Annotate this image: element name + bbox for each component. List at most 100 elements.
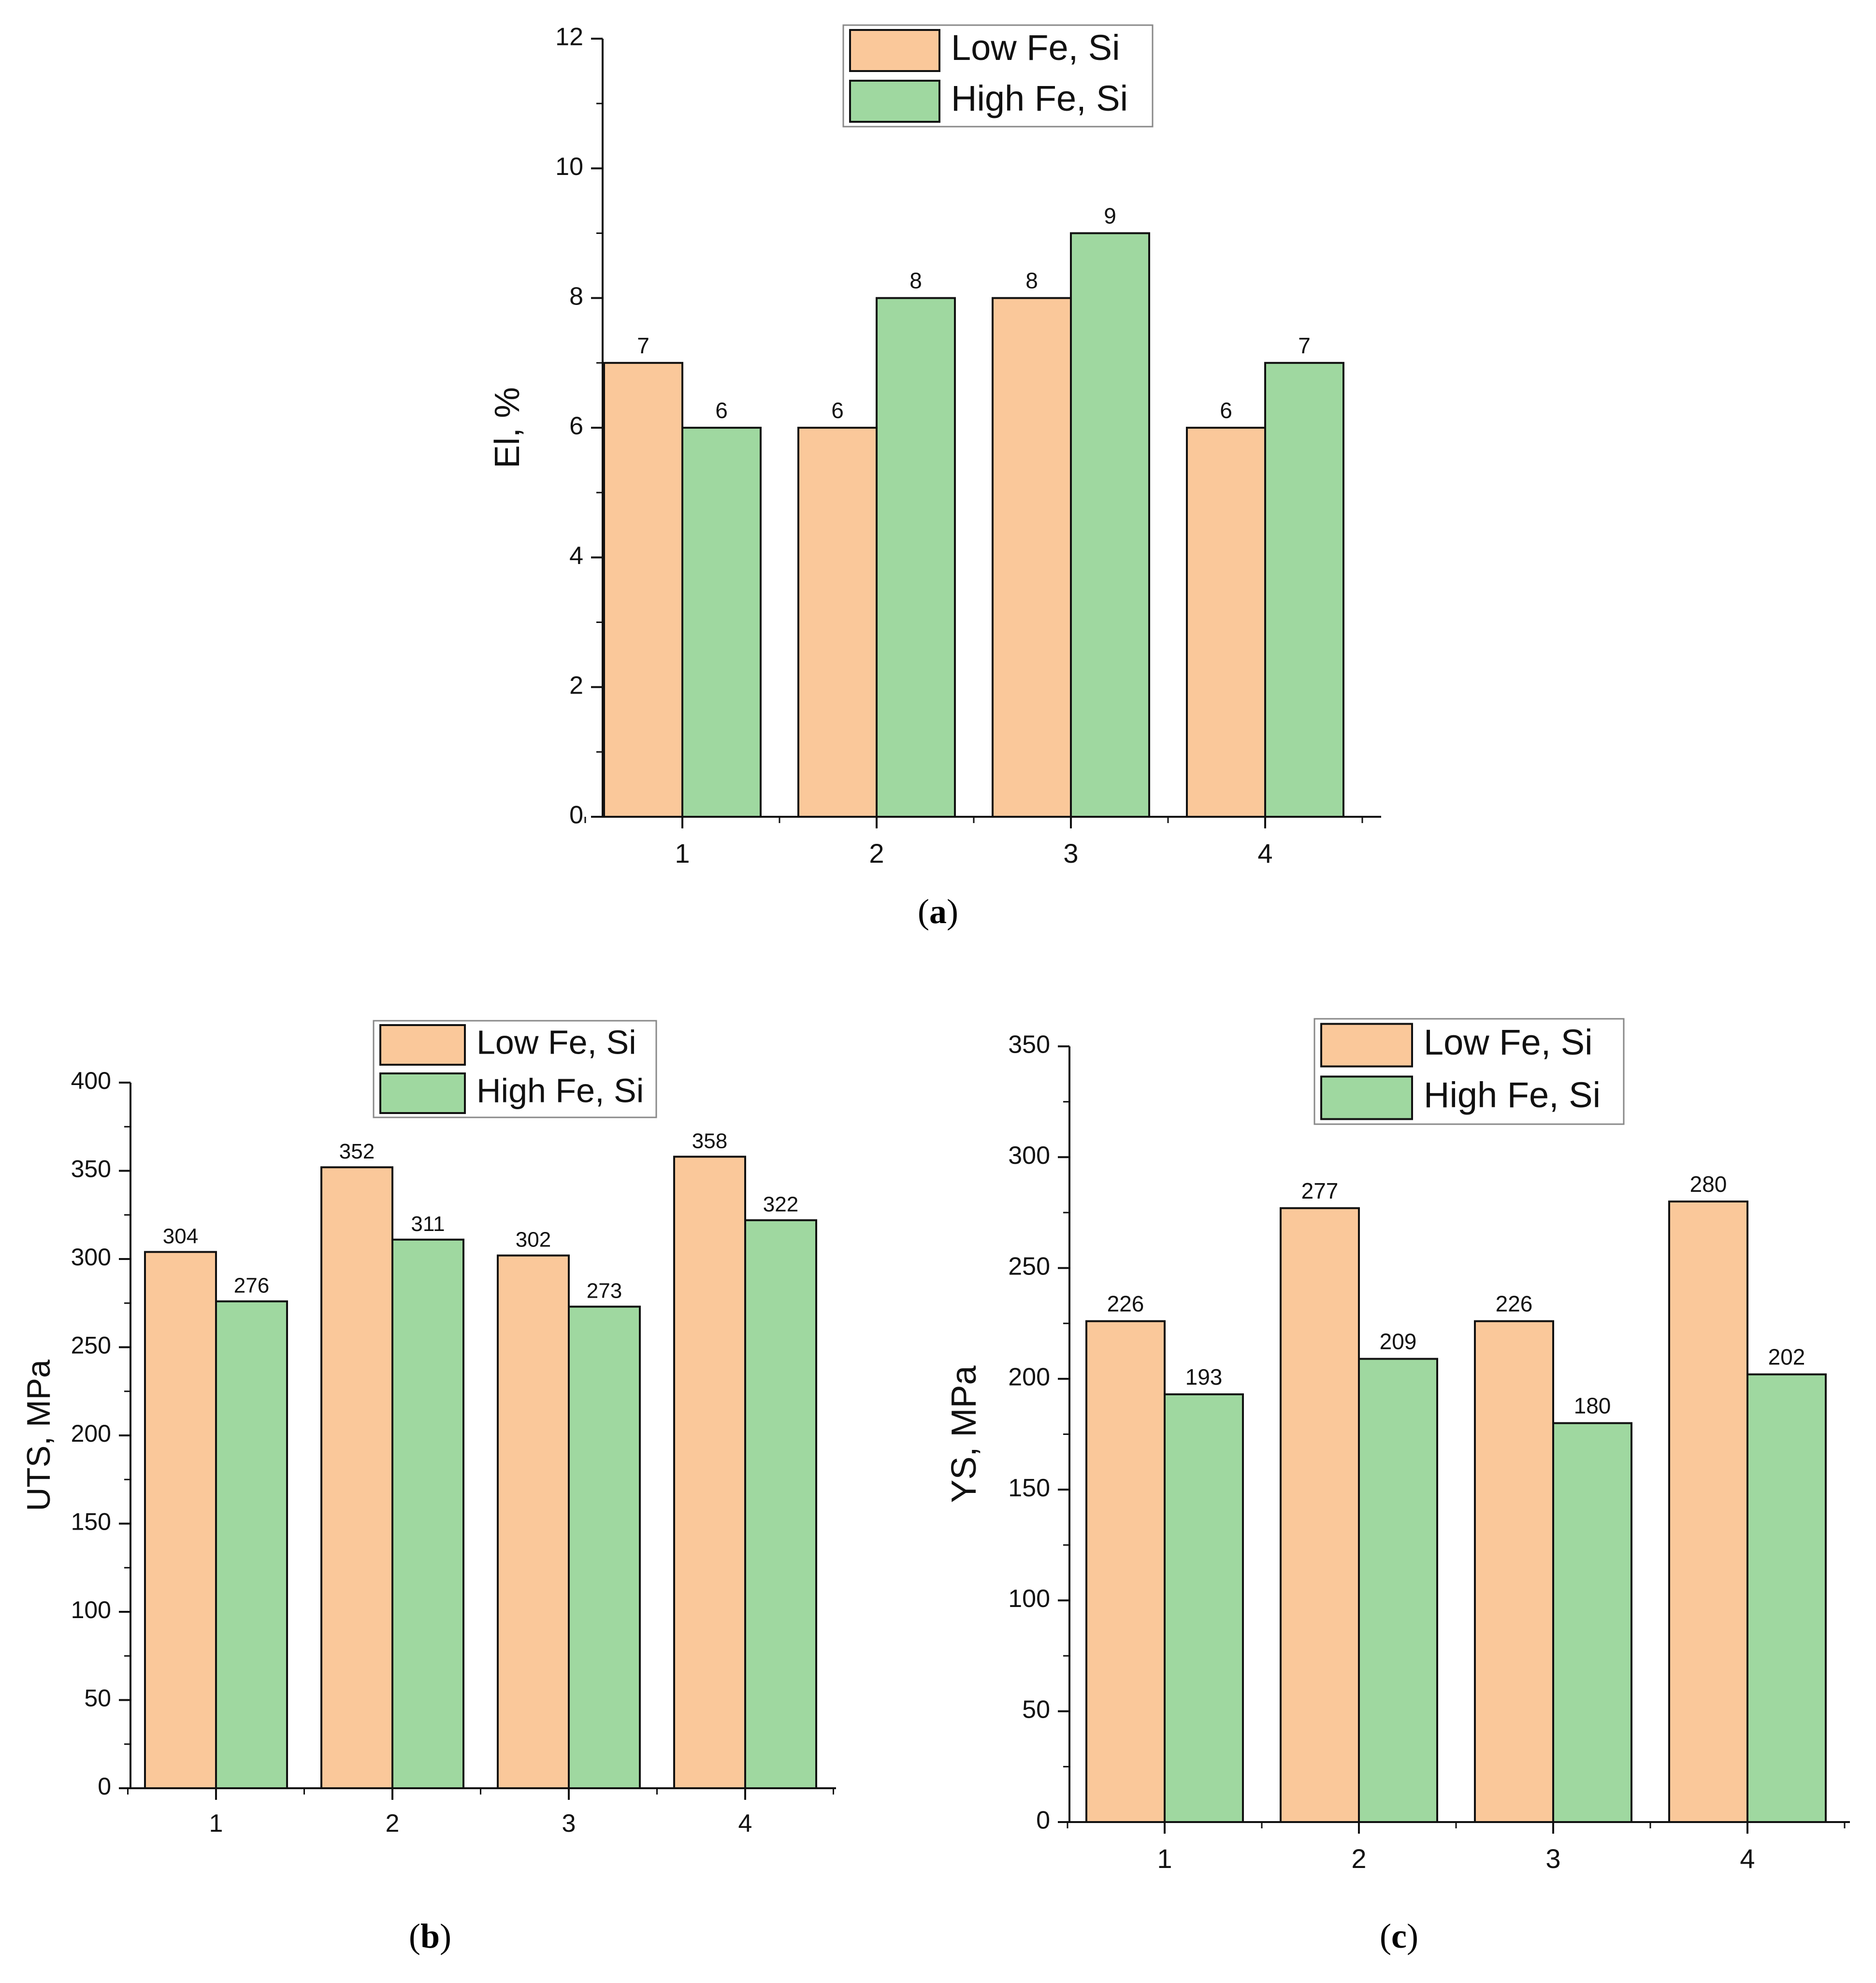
x-tick-label: 3: [562, 1809, 576, 1838]
bar-value-label: 226: [1107, 1291, 1144, 1317]
bar-low: [603, 362, 683, 818]
bar-low: [1280, 1207, 1360, 1823]
bar-value-label: 311: [411, 1212, 445, 1236]
legend-swatch-high: [849, 80, 940, 123]
chart-a: 0 2 4 6 8 10 12 El, % 7 6 1 6 8 2 8 9 3 6 7 4 Low Fe, Si High…: [488, 23, 1381, 868]
bar-high: [1264, 362, 1344, 818]
y-tick-label: 12: [555, 23, 583, 51]
x-tick-label: 2: [1351, 1843, 1366, 1874]
y-tick-label: 150: [1008, 1474, 1050, 1502]
bar-value-label: 273: [587, 1279, 622, 1303]
y-tick-label: 10: [555, 153, 583, 181]
y-tick-label: 300: [1008, 1142, 1050, 1170]
bar-value-label: 9: [1104, 203, 1116, 229]
bar-low: [1085, 1320, 1166, 1824]
bar-low: [144, 1251, 217, 1789]
caption-c-letter: c: [1391, 1917, 1407, 1955]
caption-a-letter: a: [929, 892, 947, 931]
chart-c: 0 50 100 150 200 250 300 350 YS, MPa 226 193 1 277 20…: [945, 1018, 1850, 1874]
bar-high: [215, 1300, 288, 1790]
legend-label-low: Low Fe, Si: [951, 28, 1120, 68]
bar-value-label: 226: [1496, 1291, 1533, 1317]
y-tick-label: 50: [84, 1685, 111, 1712]
legend-swatch-low: [849, 29, 940, 72]
legend-swatch-low: [1320, 1023, 1413, 1068]
legend-label-high: High Fe, Si: [1424, 1075, 1601, 1115]
caption-a: (a): [918, 892, 958, 931]
caption-c: (c): [1380, 1917, 1418, 1955]
y-tick-label: 50: [1022, 1695, 1050, 1723]
legend-label-high: High Fe, Si: [476, 1071, 644, 1109]
bar-value-label: 193: [1185, 1364, 1223, 1390]
y-axis-title: El, %: [488, 387, 527, 468]
x-tick-label: 4: [1257, 838, 1272, 868]
bar-value-label: 304: [163, 1224, 198, 1248]
bar-value-label: 209: [1380, 1329, 1417, 1354]
chart-b: 0 50 100 150 200 250 300 350 400 UTS, MPa 304 276 1 3…: [20, 1020, 836, 1838]
bar-value-label: 358: [692, 1129, 727, 1153]
bar-low: [673, 1156, 746, 1789]
bar-value-label: 280: [1690, 1172, 1727, 1197]
y-tick-label: 2: [569, 671, 583, 699]
y-tick-label: 0: [1036, 1807, 1050, 1835]
x-tick-label: 1: [209, 1809, 223, 1838]
bar-value-label: 277: [1301, 1178, 1339, 1203]
x-tick-label: 3: [1545, 1843, 1560, 1874]
x-tick-label: 2: [386, 1809, 400, 1838]
y-tick-label: 300: [71, 1244, 111, 1271]
bar-value-label: 6: [715, 398, 728, 423]
bar-high: [568, 1305, 641, 1790]
bar-high: [681, 427, 762, 818]
legend: Low Fe, Si High Fe, Si: [842, 24, 1154, 128]
bar-value-label: 180: [1574, 1393, 1611, 1418]
x-tick-label: 4: [738, 1809, 752, 1838]
bar-low: [1186, 427, 1266, 818]
bar-low: [320, 1166, 393, 1789]
bar-value-label: 7: [637, 333, 649, 358]
bar-value-label: 7: [1298, 333, 1311, 358]
y-axis-title: YS, MPa: [945, 1365, 983, 1503]
bar-low: [1668, 1201, 1748, 1823]
bar-high: [744, 1219, 817, 1789]
y-tick-label: 0: [569, 801, 583, 829]
y-tick-label: 100: [1008, 1585, 1050, 1613]
bar-value-label: 202: [1768, 1345, 1805, 1370]
bar-low: [797, 427, 878, 818]
bar-value-label: 302: [516, 1228, 551, 1252]
bar-high: [1358, 1358, 1438, 1823]
x-tick-label: 1: [1157, 1843, 1172, 1874]
bar-value-label: 6: [831, 398, 844, 423]
bar-low: [1474, 1320, 1554, 1824]
bar-value-label: 322: [763, 1193, 798, 1216]
y-axis-title: UTS, MPa: [20, 1360, 57, 1511]
y-tick-label: 100: [71, 1596, 111, 1623]
y-tick-label: 150: [71, 1508, 111, 1535]
bar-high: [1164, 1393, 1244, 1823]
bar-value-label: 276: [234, 1274, 269, 1298]
bar-value-label: 8: [909, 268, 922, 293]
y-tick-label: 200: [1008, 1363, 1050, 1391]
legend-label-low: Low Fe, Si: [1424, 1022, 1593, 1062]
bar-high: [1552, 1422, 1632, 1824]
caption-b: (b): [408, 1917, 452, 1955]
legend: Low Fe, Si High Fe, Si: [1313, 1018, 1625, 1125]
y-tick-label: 6: [569, 412, 583, 440]
bar-value-label: 352: [339, 1140, 375, 1163]
legend-swatch-high: [1320, 1075, 1413, 1120]
bar-high: [1070, 232, 1150, 818]
legend-label-low: Low Fe, Si: [476, 1023, 636, 1061]
y-tick-label: 4: [569, 542, 583, 570]
y-tick-label: 8: [569, 282, 583, 310]
y-tick-label: 250: [1008, 1252, 1050, 1280]
bar-low: [497, 1254, 570, 1789]
y-tick-label: 0: [98, 1773, 111, 1800]
y-tick-label: 200: [71, 1420, 111, 1447]
legend-swatch-high: [379, 1072, 466, 1114]
bar-low: [992, 297, 1072, 818]
bar-value-label: 6: [1220, 398, 1232, 423]
bar-high: [391, 1238, 464, 1790]
bar-high: [1746, 1373, 1827, 1824]
y-tick-label: 400: [71, 1067, 111, 1094]
